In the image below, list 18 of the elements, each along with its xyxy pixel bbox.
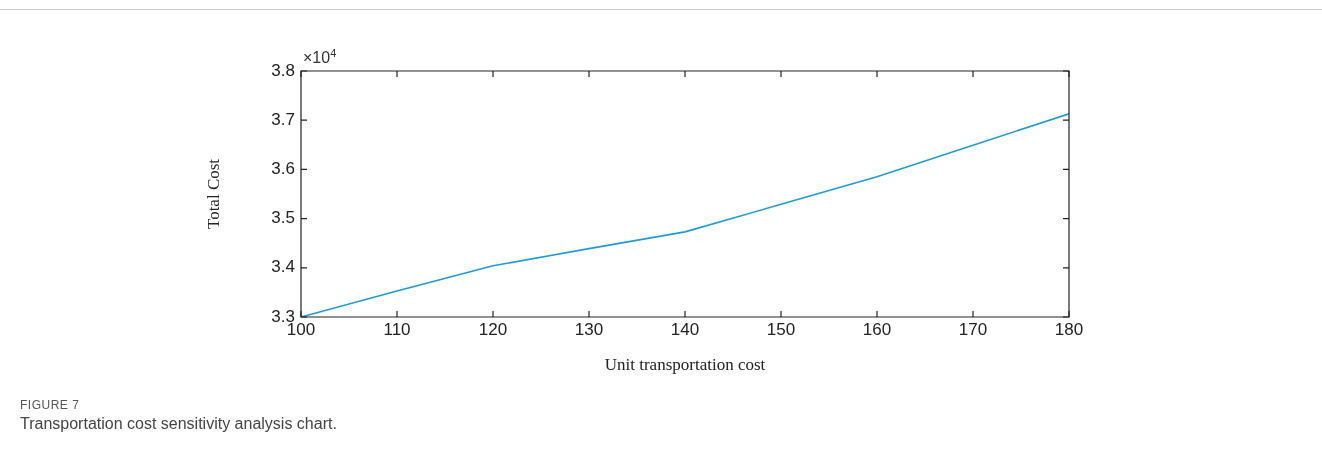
y-tick-label: 3.4 bbox=[271, 257, 295, 277]
x-tick-label: 160 bbox=[862, 319, 892, 339]
x-axis-title: Unit transportation cost bbox=[604, 355, 766, 375]
x-tick-label: 170 bbox=[958, 319, 988, 339]
x-tick-label: 110 bbox=[383, 319, 411, 339]
x-tick-label: 150 bbox=[766, 319, 796, 339]
y-axis-title: Total Cost bbox=[203, 158, 223, 230]
y-tick-label: 3.6 bbox=[271, 159, 295, 179]
x-tick-label: 120 bbox=[478, 319, 508, 339]
y-tick-label: 3.8 bbox=[271, 60, 295, 80]
y-tick-label: 3.5 bbox=[271, 208, 295, 228]
caption: FIGURE 7 bbox=[20, 398, 81, 412]
text: Transportation cost sensitivity analysis chart. bbox=[20, 415, 337, 433]
x-tick-label: 130 bbox=[574, 319, 604, 339]
text: ×10$^{4}$ bbox=[303, 47, 337, 68]
x-tick-label: 180 bbox=[1054, 319, 1084, 339]
y-tick-label: 3.7 bbox=[271, 109, 295, 129]
x-tick-label: 140 bbox=[670, 319, 700, 339]
